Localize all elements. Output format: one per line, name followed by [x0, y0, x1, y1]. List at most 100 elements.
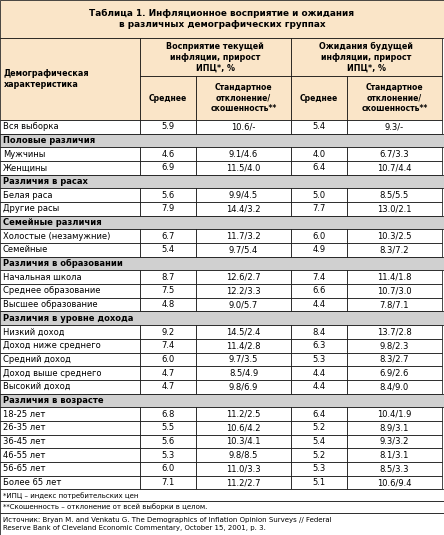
- Bar: [196, 188, 291, 202]
- Text: Ожидания будущей
инфляции, прирост
ИПЦ*, %: Ожидания будущей инфляции, прирост ИПЦ*,…: [319, 42, 413, 72]
- Bar: [291, 339, 347, 353]
- Bar: [196, 476, 291, 490]
- Text: 7.1: 7.1: [162, 478, 174, 487]
- Text: 10.3/2.5: 10.3/2.5: [377, 232, 412, 241]
- Bar: [347, 147, 442, 161]
- Text: 11.0/3.3: 11.0/3.3: [226, 464, 261, 473]
- Text: Другие расы: Другие расы: [3, 204, 59, 213]
- Bar: [0, 490, 444, 501]
- Text: 4.8: 4.8: [162, 300, 174, 309]
- Bar: [347, 380, 442, 394]
- Bar: [0, 476, 140, 490]
- Bar: [140, 243, 196, 257]
- Text: 14.4/3.2: 14.4/3.2: [226, 204, 261, 213]
- Text: 10.4/1.9: 10.4/1.9: [377, 410, 412, 418]
- Text: 6.3: 6.3: [312, 341, 326, 350]
- Text: 9.8/8.5: 9.8/8.5: [229, 450, 258, 460]
- Bar: [196, 407, 291, 421]
- Text: Половые различия: Половые различия: [3, 136, 95, 145]
- Bar: [347, 77, 442, 120]
- Bar: [0, 513, 444, 535]
- Bar: [0, 284, 140, 298]
- Bar: [140, 462, 196, 476]
- Text: Холостые (незамужние): Холостые (незамужние): [3, 232, 110, 241]
- Text: Белая раса: Белая раса: [3, 190, 52, 200]
- Text: Источник: Bryan M. and Venkatu G. The Demographics of Inflation Opinion Surveys : Источник: Bryan M. and Venkatu G. The De…: [3, 517, 331, 531]
- Bar: [0, 230, 140, 243]
- Bar: [196, 448, 291, 462]
- Bar: [140, 202, 196, 216]
- Bar: [140, 421, 196, 434]
- Text: 8.9/3.1: 8.9/3.1: [380, 423, 409, 432]
- Bar: [347, 434, 442, 448]
- Bar: [347, 202, 442, 216]
- Bar: [140, 161, 196, 174]
- Text: 5.6: 5.6: [162, 190, 174, 200]
- Bar: [0, 161, 140, 174]
- Bar: [0, 147, 140, 161]
- Text: 9.7/5.4: 9.7/5.4: [229, 246, 258, 254]
- Text: 10.6/-: 10.6/-: [231, 122, 256, 131]
- Text: 6.0: 6.0: [162, 464, 174, 473]
- Text: 4.4: 4.4: [313, 382, 325, 391]
- Text: Восприятие текущей
инфляции, прирост
ИПЦ*, %: Восприятие текущей инфляции, прирост ИПЦ…: [166, 42, 264, 72]
- Bar: [140, 77, 196, 120]
- Text: 8.5/5.5: 8.5/5.5: [380, 190, 409, 200]
- Bar: [196, 366, 291, 380]
- Text: 11.2/2.7: 11.2/2.7: [226, 478, 261, 487]
- Bar: [0, 38, 140, 120]
- Bar: [0, 339, 140, 353]
- Text: 9.0/5.7: 9.0/5.7: [229, 300, 258, 309]
- Bar: [140, 366, 196, 380]
- Bar: [291, 448, 347, 462]
- Bar: [347, 339, 442, 353]
- Text: Семейные различия: Семейные различия: [3, 218, 101, 227]
- Text: Среднее: Среднее: [300, 94, 338, 103]
- Bar: [196, 161, 291, 174]
- Text: 8.3/7.2: 8.3/7.2: [380, 246, 409, 254]
- Bar: [196, 243, 291, 257]
- Bar: [0, 202, 140, 216]
- Bar: [196, 325, 291, 339]
- Text: Таблица 1. Инфляционное восприятие и ожидания
в различных демографических группа: Таблица 1. Инфляционное восприятие и ожи…: [89, 10, 355, 29]
- Text: 4.4: 4.4: [313, 369, 325, 378]
- Text: Различия в возрасте: Различия в возрасте: [3, 396, 103, 405]
- Text: 10.7/4.4: 10.7/4.4: [377, 163, 412, 172]
- Text: 5.3: 5.3: [313, 355, 325, 364]
- Text: 10.7/3.0: 10.7/3.0: [377, 286, 412, 295]
- Text: 13.0/2.1: 13.0/2.1: [377, 204, 412, 213]
- Bar: [0, 462, 140, 476]
- Text: Среднее образование: Среднее образование: [3, 286, 100, 295]
- Text: Вся выборка: Вся выборка: [3, 122, 58, 131]
- Bar: [0, 120, 140, 134]
- Text: 9.3/-: 9.3/-: [385, 122, 404, 131]
- Bar: [196, 202, 291, 216]
- Bar: [0, 0, 444, 38]
- Bar: [140, 339, 196, 353]
- Bar: [140, 38, 291, 77]
- Bar: [291, 147, 347, 161]
- Text: 8.7: 8.7: [161, 273, 175, 282]
- Bar: [291, 120, 347, 134]
- Text: 8.4: 8.4: [313, 327, 325, 337]
- Bar: [0, 366, 140, 380]
- Text: 7.5: 7.5: [162, 286, 174, 295]
- Text: 56-65 лет: 56-65 лет: [3, 464, 45, 473]
- Text: Начальная школа: Начальная школа: [3, 273, 81, 282]
- Text: **Скошенность – отклонение от всей выборки в целом.: **Скошенность – отклонение от всей выбор…: [3, 503, 207, 510]
- Bar: [140, 230, 196, 243]
- Bar: [347, 448, 442, 462]
- Text: 10.3/4.1: 10.3/4.1: [226, 437, 261, 446]
- Text: Женщины: Женщины: [3, 163, 48, 172]
- Text: 6.0: 6.0: [162, 355, 174, 364]
- Text: 4.7: 4.7: [162, 382, 174, 391]
- Text: 9.8/2.3: 9.8/2.3: [380, 341, 409, 350]
- Text: 5.5: 5.5: [162, 423, 174, 432]
- Text: 5.4: 5.4: [162, 246, 174, 254]
- Text: 6.6: 6.6: [312, 286, 326, 295]
- Bar: [196, 298, 291, 311]
- Text: Различия в расах: Различия в расах: [3, 177, 87, 186]
- Bar: [291, 202, 347, 216]
- Bar: [0, 257, 444, 270]
- Bar: [0, 243, 140, 257]
